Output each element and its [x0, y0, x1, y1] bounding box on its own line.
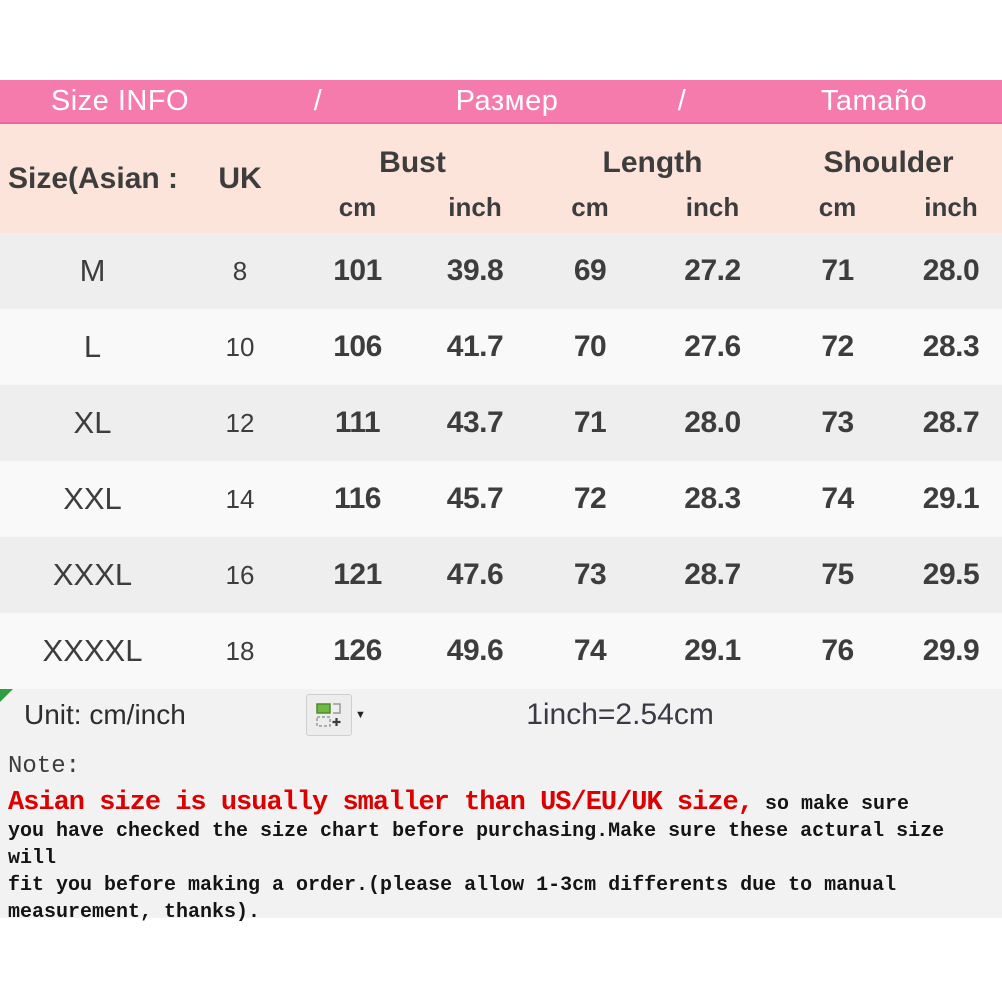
note-line-4: measurement, thanks).	[8, 901, 261, 924]
bust-inch-cell: 49.6	[446, 634, 504, 667]
shoulder-inch-cell: 28.3	[922, 330, 980, 363]
subheader-bust-cm: cm	[338, 192, 377, 222]
bust-cm-cell: 126	[333, 634, 382, 667]
table-row: XL 12 111 43.7 71 28.0 73 28.7	[0, 385, 1002, 461]
shoulder-inch-cell: 29.5	[922, 558, 980, 591]
shoulder-cm-cell: 73	[821, 406, 854, 439]
table-row: XXXL 16 121 47.6 73 28.7 75 29.5	[0, 537, 1002, 613]
length-inch-cell: 28.7	[684, 558, 741, 591]
column-group-shoulder: Shoulder	[823, 146, 954, 179]
title-separator-2: /	[677, 84, 687, 117]
title-tamano: Tamaño	[820, 84, 928, 117]
length-inch-cell: 29.1	[684, 634, 741, 667]
subheader-length-inch: inch	[685, 192, 740, 222]
shoulder-inch-cell: 28.7	[922, 406, 980, 439]
size-cell: L	[83, 329, 102, 364]
table-row: M 8 101 39.8 69 27.2 71 28.0	[0, 233, 1002, 309]
bottom-margin	[0, 918, 1002, 1002]
bust-inch-cell: 43.7	[446, 406, 504, 439]
table-row: XXXXL 18 126 49.6 74 29.1 76 29.9	[0, 613, 1002, 689]
uk-cell: 16	[225, 559, 255, 590]
unit-label: Unit: cm/inch	[24, 699, 186, 730]
length-cm-cell: 72	[573, 482, 607, 515]
subheader-shoulder-cm: cm	[818, 192, 857, 222]
paste-options-button[interactable]: ▼	[306, 693, 368, 737]
note-line-3: fit you before making a order.(please al…	[8, 874, 897, 897]
note-paragraph: Asian size is usually smaller than US/EU…	[8, 790, 994, 926]
column-header-uk: UK	[218, 161, 262, 195]
size-cell: XL	[73, 405, 112, 440]
note-section: Note: Asian size is usually smaller than…	[0, 741, 1002, 924]
subheader-bust-inch: inch	[448, 192, 502, 222]
length-inch-cell: 27.2	[684, 254, 741, 287]
title-separator-1: /	[313, 84, 323, 117]
dropdown-caret-icon: ▼	[355, 709, 366, 721]
subheader-shoulder-inch: inch	[924, 192, 978, 222]
length-cm-cell: 69	[573, 254, 607, 287]
shoulder-inch-cell: 28.0	[922, 254, 980, 287]
note-label: Note:	[8, 753, 81, 780]
bust-cm-cell: 116	[334, 482, 381, 515]
note-line-1: so make sure	[752, 793, 909, 816]
subheader-length-cm: cm	[571, 192, 609, 222]
shoulder-cm-cell: 71	[821, 254, 854, 287]
shoulder-cm-cell: 74	[821, 482, 854, 515]
bust-inch-cell: 41.7	[446, 330, 504, 363]
bust-cm-cell: 121	[333, 558, 382, 591]
length-cm-cell: 70	[573, 330, 607, 363]
bust-cm-cell: 106	[333, 330, 382, 363]
shoulder-inch-cell: 29.9	[922, 634, 980, 667]
bust-inch-cell: 47.6	[446, 558, 504, 591]
shoulder-inch-cell: 29.1	[922, 482, 980, 515]
length-inch-cell: 27.6	[684, 330, 741, 363]
bust-inch-cell: 39.8	[446, 254, 504, 287]
column-group-bust: Bust	[379, 146, 446, 179]
table-row: L 10 106 41.7 70 27.6 72 28.3	[0, 309, 1002, 385]
inch-conversion-text: 1inch=2.54cm	[526, 698, 714, 731]
bust-cm-cell: 101	[333, 254, 382, 287]
size-cell: M	[79, 253, 106, 288]
uk-cell: 8	[232, 255, 248, 286]
shoulder-cm-cell: 72	[821, 330, 854, 363]
bust-cm-cell: 111	[334, 406, 381, 439]
uk-cell: 18	[225, 635, 255, 666]
bust-inch-cell: 45.7	[446, 482, 504, 515]
shoulder-cm-cell: 75	[821, 558, 854, 591]
length-cm-cell: 71	[573, 406, 607, 439]
size-cell: XXXL	[52, 557, 133, 592]
length-inch-cell: 28.0	[684, 406, 741, 439]
shoulder-cm-cell: 76	[821, 634, 854, 667]
note-highlight-red: Asian size is usually smaller than US/EU…	[8, 788, 754, 818]
uk-cell: 10	[225, 331, 255, 362]
uk-cell: 14	[225, 483, 255, 514]
length-cm-cell: 73	[573, 558, 607, 591]
size-cell: XXL	[63, 481, 122, 516]
column-header-size-asian: Size(Asian :	[8, 161, 179, 195]
length-cm-cell: 74	[573, 634, 607, 667]
column-group-length: Length	[602, 146, 703, 179]
size-cell: XXXXL	[42, 633, 143, 668]
title-size-info: Size INFO	[50, 84, 190, 117]
paste-options-icon	[306, 694, 352, 736]
uk-cell: 12	[225, 407, 255, 438]
note-line-2: you have checked the size chart before p…	[8, 820, 945, 870]
size-info-title-bar: Size INFO / Размер / Tamaño	[0, 80, 1002, 124]
green-corner-marker-icon	[0, 689, 13, 702]
size-table-header: Size(Asian : UK Bust Length Shoulder cm …	[0, 124, 1002, 233]
top-margin	[0, 0, 1002, 80]
length-inch-cell: 28.3	[684, 482, 741, 515]
table-row: XXL 14 116 45.7 72 28.3 74 29.1	[0, 461, 1002, 537]
unit-row: Unit: cm/inch ▼ 1inch=2.54cm	[0, 689, 1002, 741]
title-razmer: Размер	[455, 84, 559, 117]
